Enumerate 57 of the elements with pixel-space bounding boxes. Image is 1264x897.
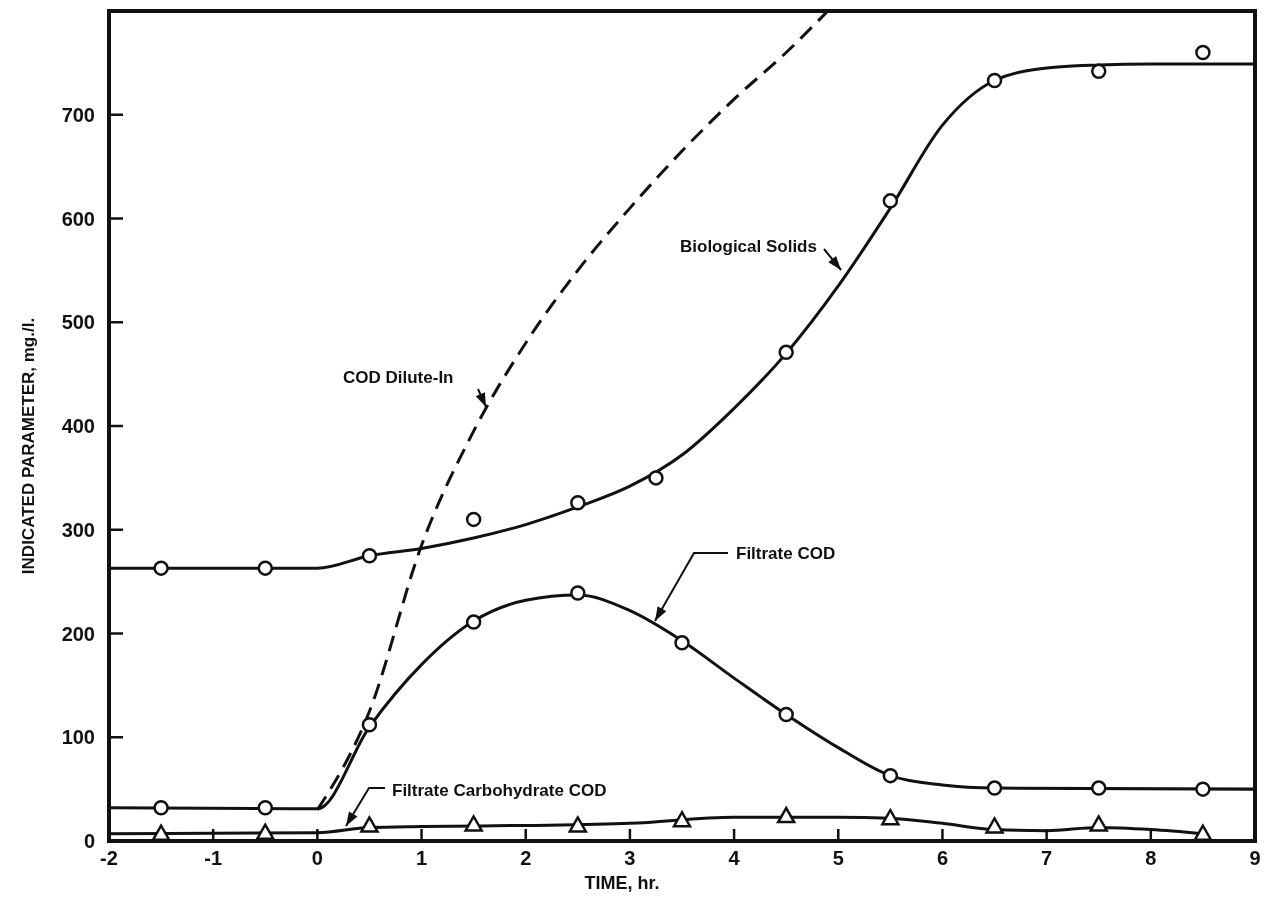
text: Filtrate COD <box>736 544 836 563</box>
point <box>465 614 482 630</box>
point <box>256 823 275 840</box>
series-label: Filtrate Carbohydrate COD <box>392 781 607 800</box>
x-tick-label: 9 <box>1249 847 1261 869</box>
point <box>882 767 899 784</box>
point <box>360 816 379 833</box>
x-axis-title: TIME, hr. <box>584 873 660 893</box>
x-tick-label: 8 <box>1145 847 1157 869</box>
point <box>986 780 1003 796</box>
x-tick-label: 1 <box>415 847 428 869</box>
point <box>1090 63 1107 79</box>
point <box>570 585 586 601</box>
x-tick-label: 2 <box>520 847 532 869</box>
point <box>672 811 692 828</box>
x-tick-label: -2 <box>100 847 118 869</box>
y-tick-label: 500 <box>61 311 95 334</box>
text: COD Dilute-In <box>343 368 454 387</box>
point <box>882 193 899 209</box>
y-tick-label: 300 <box>61 518 95 541</box>
x-tick-label: 7 <box>1041 847 1053 869</box>
point <box>153 800 169 816</box>
y-tick-label: 200 <box>61 622 95 645</box>
x-tick-label: 3 <box>624 847 636 869</box>
point <box>986 72 1003 89</box>
point <box>464 815 483 832</box>
y-tick-label: 700 <box>61 103 95 126</box>
point <box>778 344 794 361</box>
point <box>778 706 794 723</box>
y-tick-label: 600 <box>61 207 95 230</box>
point <box>568 816 588 833</box>
point <box>1090 780 1107 796</box>
point <box>1195 781 1211 797</box>
point <box>1195 44 1211 61</box>
point <box>257 560 274 576</box>
point <box>153 560 169 576</box>
x-tick-label: 5 <box>832 847 844 869</box>
point <box>674 635 690 651</box>
y-tick-label: 400 <box>61 415 95 437</box>
y-axis-title: INDICATED PARAMETER, mg./l. <box>19 317 38 575</box>
point <box>1089 815 1108 832</box>
point <box>465 511 482 528</box>
x-tick-label: 4 <box>728 847 741 869</box>
x-tick-label: 6 <box>936 847 949 869</box>
text: Biological Solids <box>680 237 817 256</box>
y-tick-label: 0 <box>83 830 95 852</box>
point <box>570 495 586 511</box>
point <box>361 717 378 733</box>
y-tick-label: 100 <box>61 726 95 749</box>
point <box>881 808 900 826</box>
point <box>257 800 274 816</box>
point <box>985 817 1004 834</box>
point <box>776 806 796 824</box>
point <box>361 547 378 564</box>
point <box>648 470 664 486</box>
x-tick-label: -1 <box>204 847 223 869</box>
x-tick-label: 0 <box>311 847 323 869</box>
